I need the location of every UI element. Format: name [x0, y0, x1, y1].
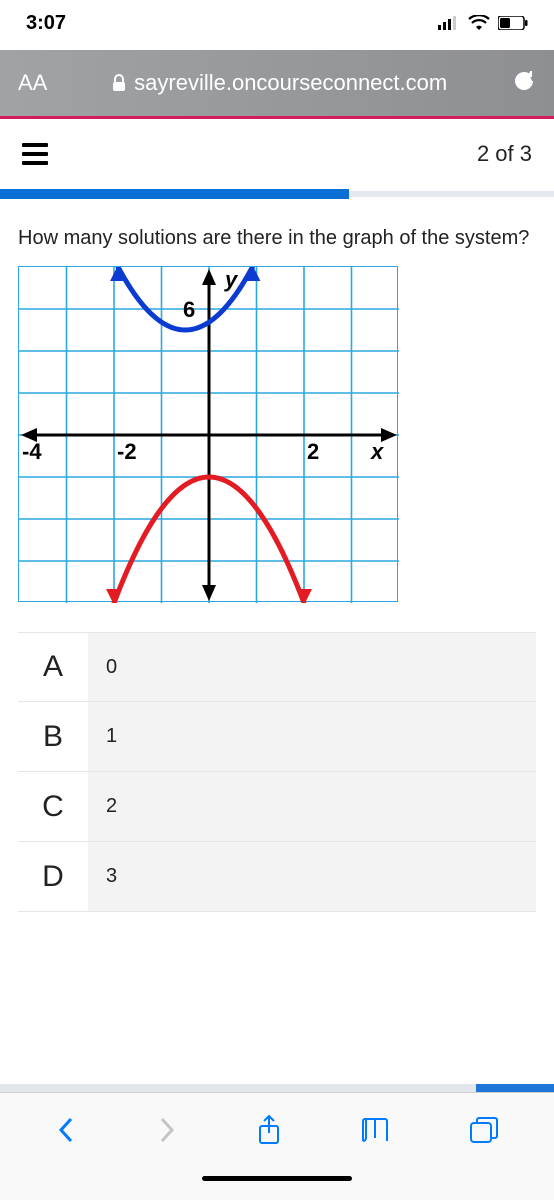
- status-icons: [438, 15, 528, 31]
- lock-icon: [112, 74, 126, 92]
- answer-letter: C: [18, 772, 88, 841]
- answer-list: A 0 B 1 C 2 D 3: [0, 602, 554, 912]
- answer-value: 2: [88, 772, 536, 841]
- reload-button[interactable]: [512, 69, 536, 98]
- answer-option[interactable]: C 2: [18, 772, 536, 842]
- answer-value: 3: [88, 842, 536, 911]
- battery-icon: [498, 16, 528, 30]
- graph: -4 -2 2 x y 6: [18, 266, 398, 602]
- tabs-button[interactable]: [469, 1116, 499, 1149]
- wifi-icon: [468, 15, 490, 31]
- text-size-button[interactable]: AA: [18, 70, 47, 96]
- back-button[interactable]: [55, 1115, 77, 1150]
- svg-text:-4: -4: [22, 439, 42, 464]
- url-text: sayreville.oncourseconnect.com: [134, 70, 447, 96]
- browser-toolbar: [0, 1092, 554, 1172]
- progress-fill: [0, 189, 349, 199]
- address-bar[interactable]: AA sayreville.oncourseconnect.com: [0, 50, 554, 116]
- answer-option[interactable]: A 0: [18, 632, 536, 702]
- page-header: 2 of 3: [0, 119, 554, 189]
- forward-button[interactable]: [156, 1115, 178, 1150]
- answer-value: 0: [88, 633, 536, 701]
- share-button[interactable]: [256, 1114, 282, 1151]
- svg-text:y: y: [224, 267, 239, 292]
- question-text: How many solutions are there in the grap…: [0, 221, 554, 266]
- answer-letter: A: [18, 633, 88, 701]
- svg-text:2: 2: [307, 439, 319, 464]
- bookmarks-button[interactable]: [360, 1116, 390, 1149]
- answer-letter: D: [18, 842, 88, 911]
- question-counter: 2 of 3: [477, 141, 532, 167]
- answer-option[interactable]: B 1: [18, 702, 536, 772]
- signal-icon: [438, 16, 460, 30]
- home-indicator: [0, 1172, 554, 1200]
- menu-button[interactable]: [22, 143, 48, 165]
- answer-value: 1: [88, 702, 536, 771]
- answer-option[interactable]: D 3: [18, 842, 536, 912]
- status-bar: 3:07: [0, 0, 554, 50]
- graph-container: -4 -2 2 x y 6: [0, 266, 554, 602]
- svg-text:6: 6: [183, 297, 195, 322]
- bottom-progress-fill: [476, 1084, 554, 1092]
- svg-text:-2: -2: [117, 439, 137, 464]
- bottom-progress: [0, 1084, 554, 1092]
- svg-text:x: x: [370, 439, 384, 464]
- progress-bar: [0, 189, 554, 199]
- status-time: 3:07: [26, 12, 66, 35]
- answer-letter: B: [18, 702, 88, 771]
- url-area[interactable]: sayreville.oncourseconnect.com: [63, 70, 496, 96]
